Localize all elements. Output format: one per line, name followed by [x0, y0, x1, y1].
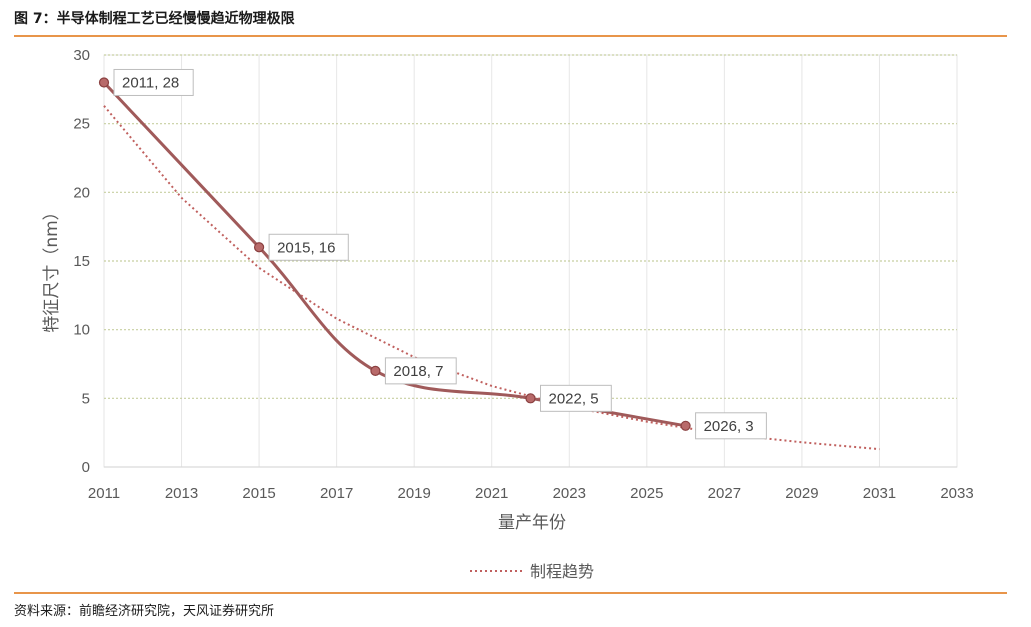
y-tick-label: 25 [73, 116, 90, 133]
legend: 制程趋势 [470, 562, 594, 581]
x-tick-label: 2031 [863, 485, 896, 502]
data-label-box [268, 233, 349, 261]
y-tick-label: 0 [82, 459, 90, 476]
data-label-box [113, 68, 194, 96]
data-label-box [695, 412, 767, 440]
x-tick-label: 2023 [553, 485, 586, 502]
x-tick-label: 2027 [708, 485, 741, 502]
legend-label-trend: 制程趋势 [530, 562, 594, 581]
data-point [680, 420, 691, 431]
y-axis-title: 特征尺寸（nm） [42, 203, 62, 332]
data-point [253, 242, 265, 253]
x-tick-label: 2019 [397, 485, 430, 502]
data-point [525, 393, 536, 404]
source-divider [14, 592, 1007, 594]
data-label-box [540, 384, 612, 412]
y-tick-label: 20 [73, 184, 90, 201]
x-tick-label: 2029 [785, 485, 818, 502]
data-label: 2015, 16 [277, 239, 335, 256]
figure-source: 资料来源：前瞻经济研究院，天风证券研究所 [14, 604, 275, 619]
data-label: 2026, 3 [704, 418, 754, 435]
data-label: 2022, 5 [549, 390, 599, 407]
figure-title: 图 7：半导体制程工艺已经慢慢趋近物理极限 [14, 11, 295, 27]
x-tick-label: 2015 [242, 485, 275, 502]
x-tick-label: 2011 [88, 485, 120, 502]
y-tick-label: 30 [73, 47, 90, 64]
y-tick-label: 15 [73, 253, 90, 270]
gridlines [103, 54, 958, 468]
data-label-box [384, 357, 457, 385]
data-label: 2018, 7 [393, 363, 443, 380]
data-labels: 2011, 28 2015, 16 2018, 7 2022, 5 2026, 3 [113, 68, 767, 440]
x-tick-label: 2017 [320, 485, 353, 502]
title-divider [14, 35, 1007, 37]
data-point [370, 365, 381, 376]
x-tick-label: 2013 [165, 485, 198, 502]
x-axis-title: 量产年份 [498, 513, 566, 533]
y-tick-labels: 0 5 10 15 20 25 30 [73, 47, 90, 476]
x-tick-labels: 2011 2013 2015 2017 2019 2021 2023 2025 2027 2029… [88, 485, 974, 502]
x-tick-label: 2021 [475, 485, 508, 502]
x-tick-label: 2033 [940, 485, 973, 502]
y-tick-label: 5 [82, 390, 90, 407]
data-point [98, 77, 110, 88]
y-tick-label: 10 [73, 322, 90, 339]
data-label: 2011, 28 [122, 74, 179, 91]
x-tick-label: 2025 [630, 485, 663, 502]
